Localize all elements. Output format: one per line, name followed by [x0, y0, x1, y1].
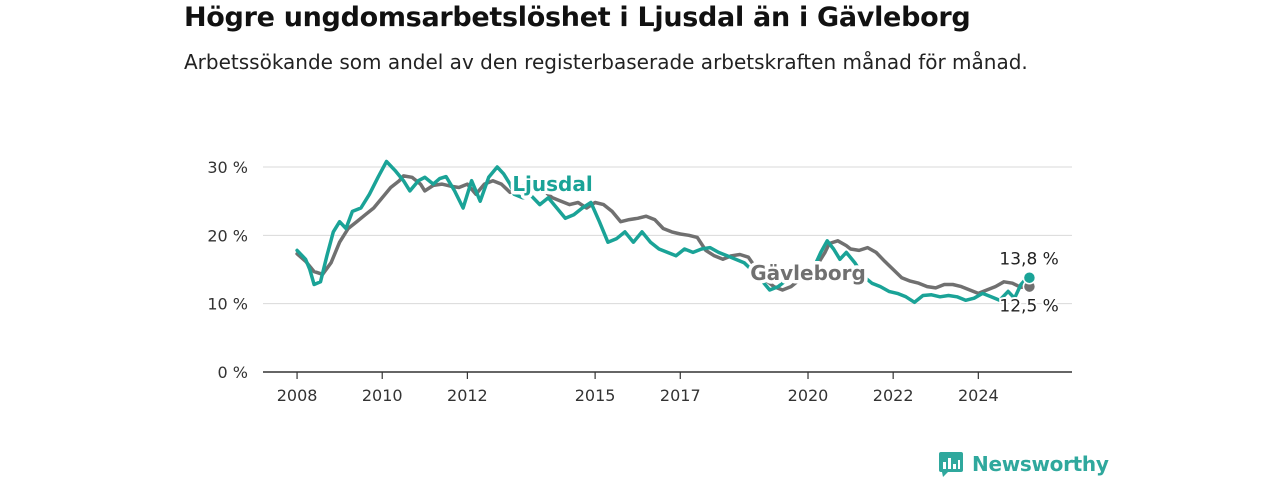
end-value-label-gvleborg: 12,5 %: [999, 297, 1058, 317]
end-value-label-ljusdal: 13,8 %: [999, 250, 1058, 270]
x-tick-label: 2015: [575, 386, 616, 405]
x-tick-label: 2008: [277, 386, 318, 405]
series-line-gvleborg: [295, 174, 1032, 296]
end-point-ljusdal: [1022, 270, 1037, 285]
y-tick-label: 30 %: [207, 158, 248, 177]
chart-title: Högre ungdomsarbetslöshet i Ljusdal än i…: [184, 2, 971, 33]
chart-subtitle: Arbetssökande som andel av den registerb…: [184, 50, 1028, 74]
axes: 0 % 10 % 20 % 30 % 2008 2010 2012 2015 2017 2020 2…: [207, 158, 1072, 405]
y-tick-label: 0 %: [218, 363, 248, 382]
newsworthy-brand[interactable]: Newsworthy: [938, 450, 1109, 478]
x-tick-label: 2020: [788, 386, 829, 405]
x-tick-label: 2012: [447, 386, 488, 405]
y-tick-label: 20 %: [207, 226, 248, 245]
line-chart: 0 % 10 % 20 % 30 % 2008 2010 2012 2015 2017 2020 2…: [207, 158, 1072, 405]
series-name-label-ljusdal: Ljusdal: [512, 172, 592, 196]
grid-lines: [263, 166, 1072, 305]
series-name-label-gvleborg: Gävleborg: [750, 261, 866, 285]
series-labels: 12,5 % 13,8 % Ljusdal Gävleborg: [509, 168, 1061, 318]
x-tick-label: 2022: [873, 386, 914, 405]
x-tick-label: 2010: [362, 386, 403, 405]
y-tick-label: 10 %: [207, 295, 248, 314]
x-tick-label: 2017: [660, 386, 701, 405]
brand-name: Newsworthy: [972, 452, 1109, 476]
series-line-ljusdal: [295, 159, 1032, 305]
series-lines: [295, 159, 1037, 305]
x-tick-label: 2024: [958, 386, 999, 405]
newsworthy-logo-icon: [939, 452, 963, 477]
